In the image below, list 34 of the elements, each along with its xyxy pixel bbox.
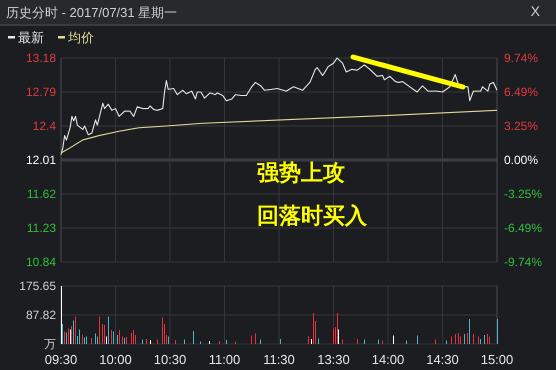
x-tick-label: 14:30 bbox=[426, 352, 459, 367]
y2-tick-label: 3.25% bbox=[504, 118, 538, 133]
legend-label: 最新 bbox=[18, 30, 44, 45]
y-tick-label: 万 bbox=[44, 337, 56, 351]
x-tick-label: 10:30 bbox=[154, 352, 186, 367]
legend-label: 均价 bbox=[67, 30, 94, 45]
y-tick-label: 11.23 bbox=[26, 221, 56, 235]
y2-tick-label: 9.74% bbox=[504, 51, 538, 65]
annotation: 强势上攻 bbox=[257, 160, 345, 185]
y2-tick-label: -3.25% bbox=[504, 187, 542, 202]
x-tick-label: 15:00 bbox=[480, 352, 514, 367]
y-tick-label: 12.4 bbox=[32, 119, 56, 133]
x-tick-label: 10:00 bbox=[99, 352, 132, 367]
x-tick-label: 09:30 bbox=[44, 352, 78, 367]
annotation: 回落时买入 bbox=[257, 203, 368, 228]
y-tick-label: 175.65 bbox=[19, 279, 56, 293]
legend-item: 最新 bbox=[8, 30, 44, 45]
y-tick-label: 13.18 bbox=[26, 51, 56, 65]
legend-item: 均价 bbox=[58, 30, 94, 45]
y-tick-label: 11.62 bbox=[26, 187, 56, 201]
y-tick-label: 10.84 bbox=[26, 255, 56, 269]
x-tick-label: 14:00 bbox=[372, 352, 404, 367]
x-tick-label: 13:30 bbox=[317, 352, 350, 367]
y2-tick-label: 0.00% bbox=[504, 153, 538, 167]
y2-tick-label: -6.49% bbox=[504, 220, 542, 235]
x-tick-label: 11:00 bbox=[208, 352, 240, 367]
y2-tick-label: 6.49% bbox=[504, 85, 538, 100]
y-tick-label: 87.82 bbox=[26, 308, 56, 322]
y-tick-label: 12.79 bbox=[26, 85, 56, 99]
y-tick-label: 12.01 bbox=[26, 153, 56, 167]
chart-title: 历史分时 - 2017/07/31 星期一 bbox=[6, 5, 178, 20]
text: X bbox=[530, 3, 541, 19]
y2-tick-label: -9.74% bbox=[504, 255, 542, 269]
x-tick-label: 11:30 bbox=[263, 352, 295, 367]
